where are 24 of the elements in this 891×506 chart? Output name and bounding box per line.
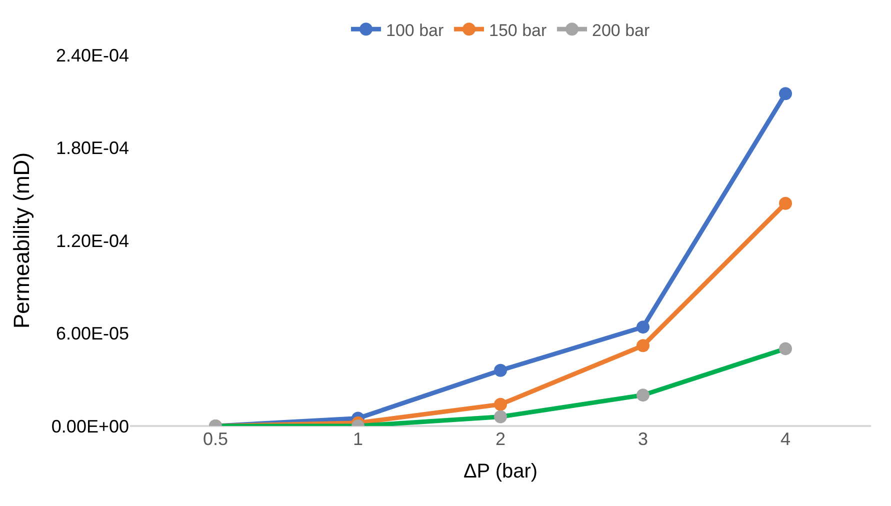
x-tick-label: 0.5: [202, 429, 228, 449]
point: [779, 196, 792, 210]
point: [779, 87, 792, 100]
legend-label: 150 bar: [488, 20, 547, 40]
y-tick-label: 1.20E-04: [56, 230, 129, 251]
x-tick-label: 1: [352, 429, 364, 449]
point: [494, 398, 507, 411]
legend-label: 100 bar: [386, 20, 444, 40]
x-tick-label: 4: [780, 429, 791, 449]
point: [636, 320, 650, 334]
point: [636, 388, 650, 402]
x-tick-label: 2: [495, 429, 506, 449]
legend-label: 200 bar: [592, 20, 650, 40]
point: [494, 364, 507, 377]
y-tick-label: 2.40E-04: [56, 45, 129, 66]
x-axis-title: ΔP (bar): [463, 460, 538, 482]
y-tick-label: 1.80E-04: [56, 138, 129, 158]
y-tick-label: 6.00E-05: [56, 324, 129, 344]
point: [779, 342, 792, 356]
x-tick-label: 3: [638, 429, 648, 449]
point: [636, 339, 650, 352]
point: [494, 410, 507, 424]
y-tick-label: 0.00E+00: [51, 416, 129, 436]
y-axis-title: Permeability (mD): [9, 152, 34, 329]
